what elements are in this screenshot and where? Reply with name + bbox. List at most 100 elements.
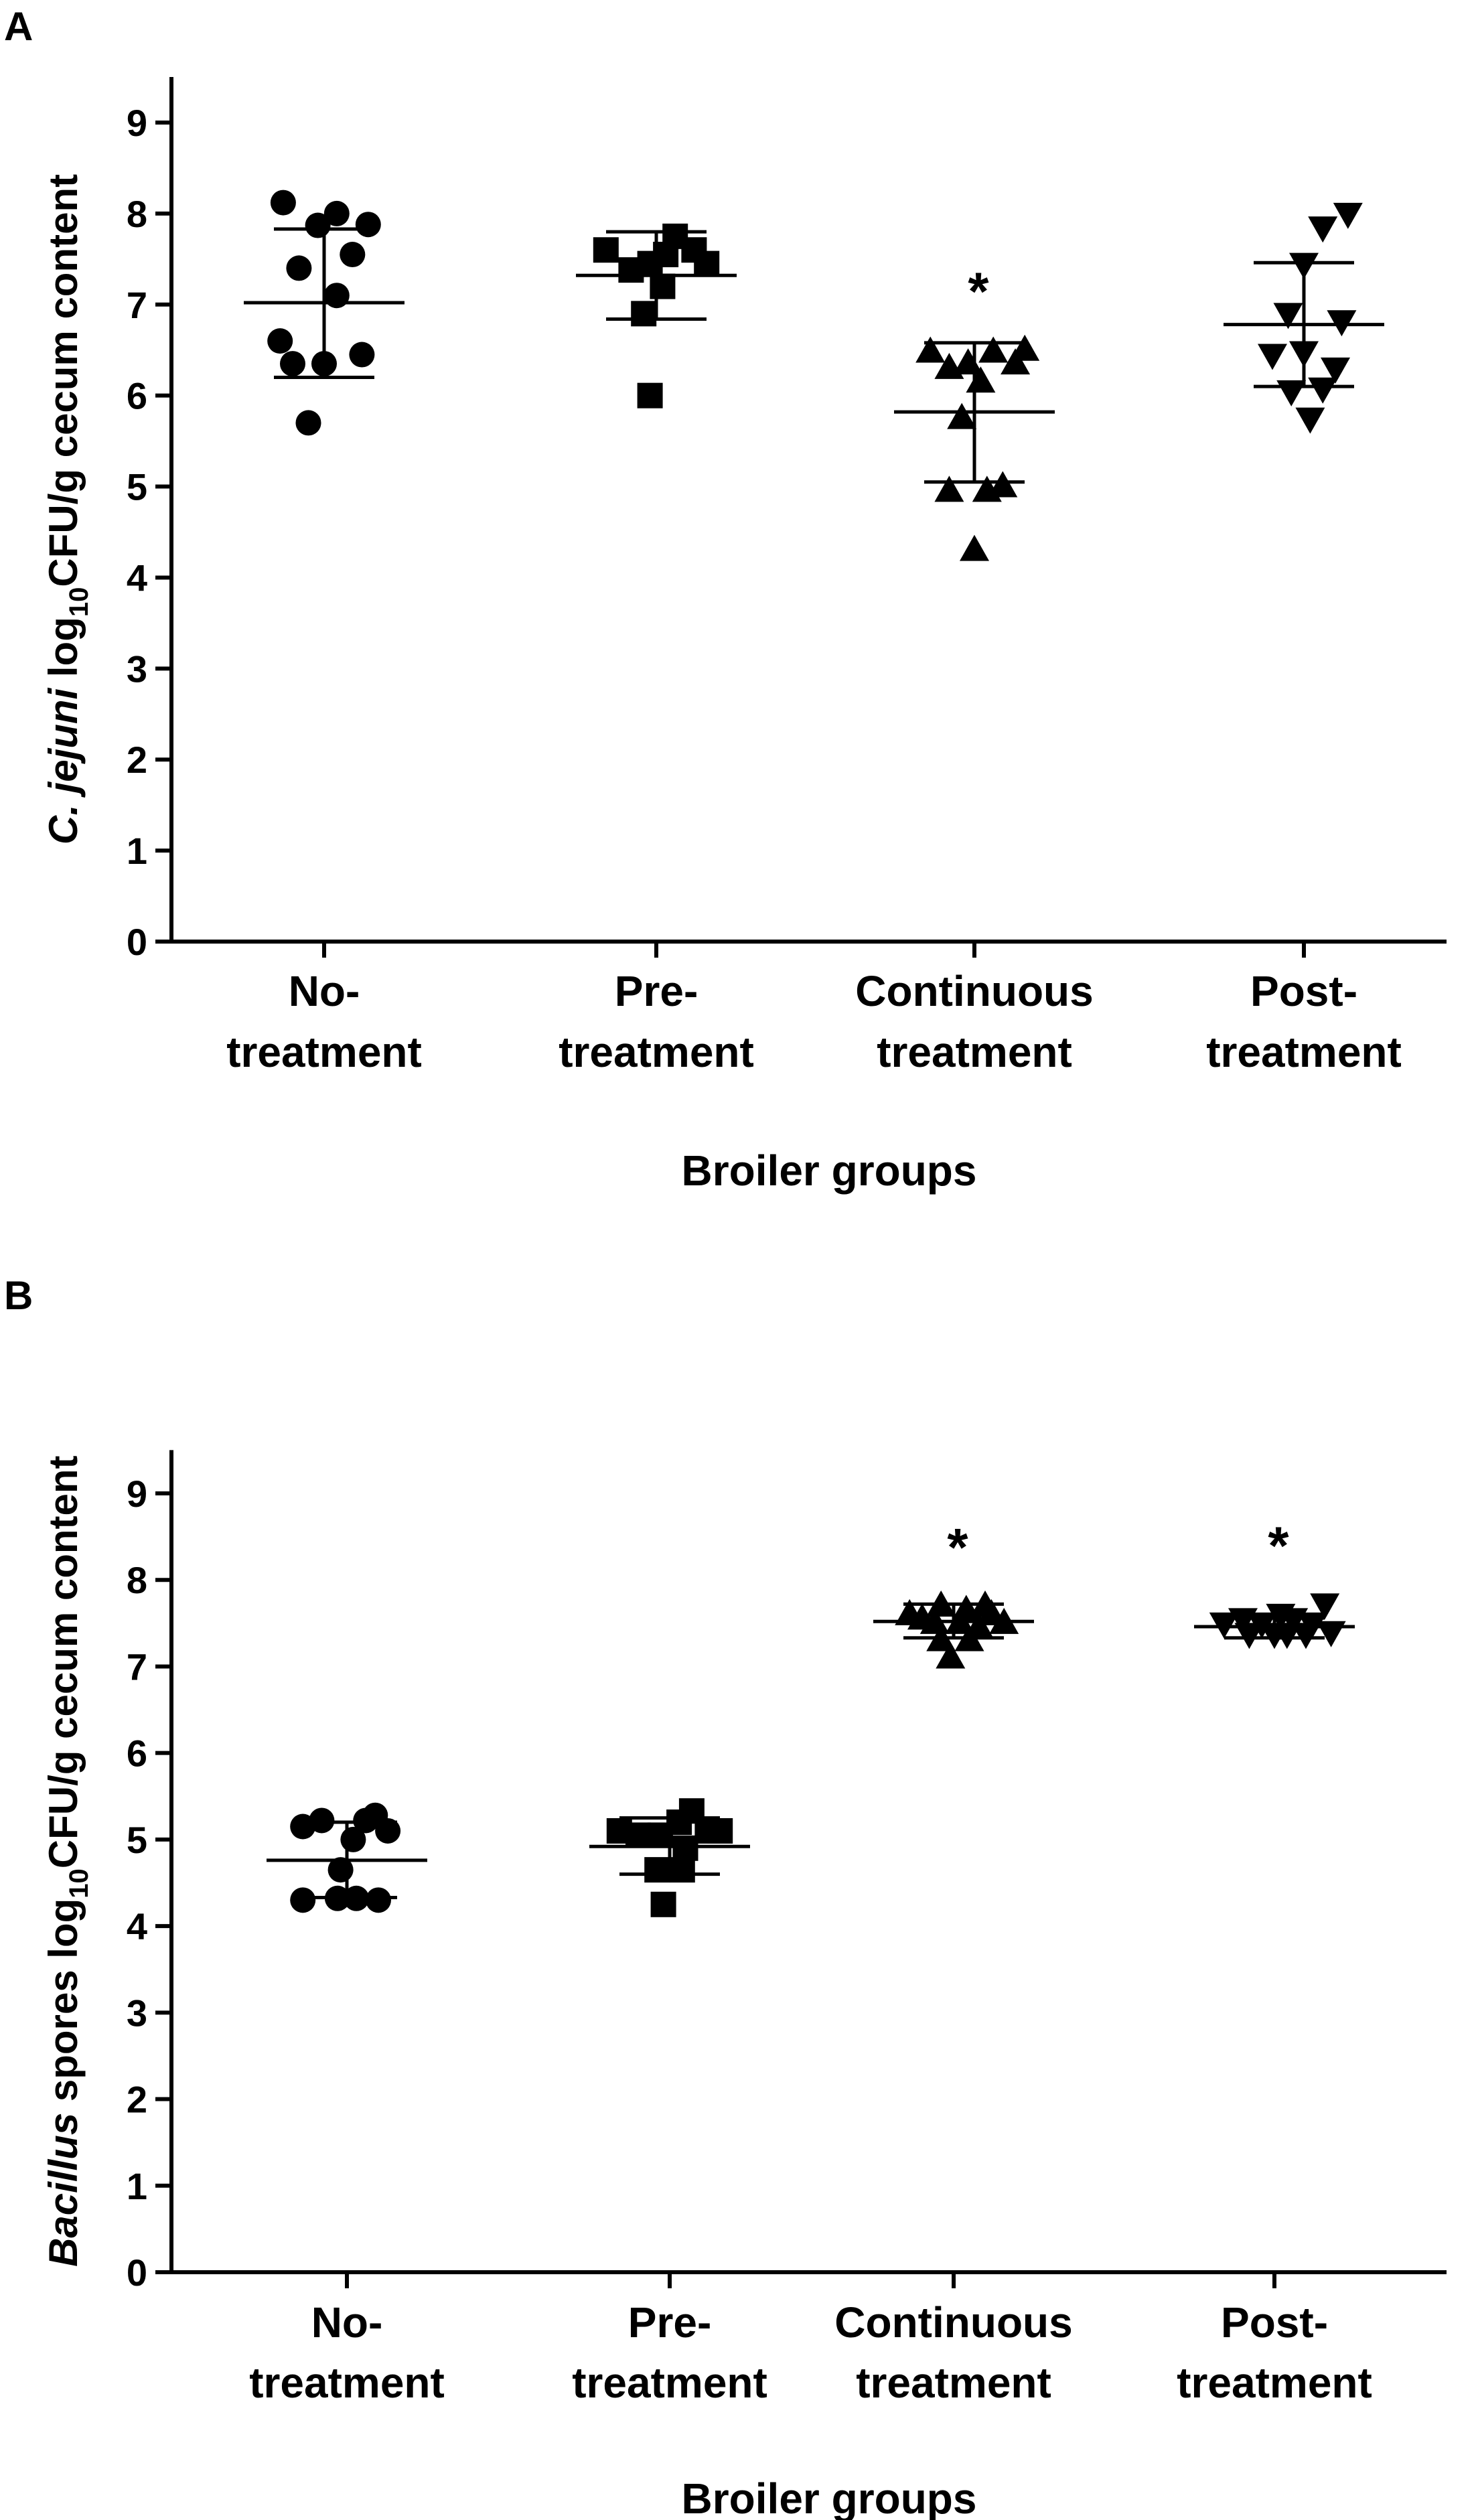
data-point <box>978 336 1009 363</box>
x-tick-label: Post- <box>1250 967 1357 1015</box>
data-point <box>707 1818 733 1844</box>
data-point <box>1001 348 1031 375</box>
data-point <box>349 342 375 368</box>
series-pre-treatment <box>589 1798 750 1917</box>
x-tick-label: No- <box>289 967 360 1015</box>
data-point <box>1291 1623 1321 1649</box>
data-point <box>286 255 312 281</box>
data-point <box>934 475 964 502</box>
y-tick-label: 5 <box>127 1819 147 1861</box>
data-point <box>340 1826 366 1852</box>
data-point <box>672 1835 698 1861</box>
x-tick-label: treatment <box>226 1028 422 1076</box>
data-point <box>631 301 657 327</box>
x-tick-label: treatment <box>249 2359 445 2407</box>
y-axis-title-subscript: 10 <box>64 587 94 617</box>
data-point <box>650 1891 676 1917</box>
data-point <box>1310 1593 1340 1620</box>
panel-b: B 0 1 2 3 4 5 6 7 8 9 No-treatment Pre-treatment Cont… <box>4 1273 1447 2520</box>
x-tick-label: treatment <box>877 1028 1072 1076</box>
significance-star: * <box>1268 1515 1289 1575</box>
y-axis-title-subscript: 10 <box>64 1868 94 1899</box>
x-axis-title: Broiler groups <box>682 2474 977 2520</box>
y-tick-label: 3 <box>127 648 147 690</box>
data-point <box>936 1642 966 1669</box>
data-point <box>593 237 619 263</box>
x-tick-label: treatment <box>572 2359 767 2407</box>
y-axis-title-italic: C. jejuni <box>41 687 86 844</box>
data-point <box>1010 334 1040 361</box>
y-axis-title-text: CFU/g cecum content <box>41 174 86 587</box>
series-continuous-treatment: * <box>894 262 1055 561</box>
data-point <box>1272 1623 1302 1649</box>
y-tick-label: 4 <box>127 557 147 599</box>
data-point <box>644 1857 670 1883</box>
y-tick-label: 1 <box>127 2165 147 2207</box>
y-tick-label: 0 <box>127 921 147 963</box>
x-tick-label: treatment <box>856 2359 1051 2407</box>
significance-star: * <box>968 262 989 321</box>
data-point <box>1258 344 1287 370</box>
data-point <box>267 328 293 354</box>
significance-star: * <box>947 1517 968 1577</box>
x-tick-label: Continuous <box>834 2298 1072 2347</box>
data-point <box>669 1857 695 1883</box>
y-tick-label: 5 <box>127 466 147 508</box>
y-tick-label: 1 <box>127 830 147 872</box>
x-tick-label: treatment <box>1177 2359 1372 2407</box>
series-post-treatment <box>1224 202 1384 434</box>
data-point <box>915 336 946 363</box>
data-point <box>1333 202 1363 229</box>
data-point <box>988 471 1018 498</box>
data-point <box>625 1822 651 1848</box>
data-point <box>1273 303 1303 329</box>
series-continuous-treatment: * <box>873 1517 1034 1669</box>
y-tick-label: 0 <box>127 2251 147 2294</box>
data-point <box>270 190 296 216</box>
series-post-treatment: * <box>1194 1515 1355 1649</box>
data-point <box>295 410 321 436</box>
data-point <box>1308 216 1338 243</box>
y-tick-label: 9 <box>127 102 147 144</box>
panel-label: B <box>4 1273 33 1318</box>
data-point <box>290 1887 316 1913</box>
panel-a: A 0 1 2 3 4 5 6 7 8 9 No-treatment Pre-treatment Cont… <box>4 4 1447 1195</box>
data-point <box>340 242 366 268</box>
data-point <box>1295 407 1325 434</box>
panel-label: A <box>4 4 33 49</box>
y-axis-title-italic: Bacillus <box>41 2113 86 2267</box>
data-point <box>694 250 720 277</box>
data-point <box>947 402 977 429</box>
x-tick-label: Post- <box>1221 2298 1328 2347</box>
data-point <box>1234 1623 1264 1649</box>
y-tick-label: 6 <box>127 375 147 417</box>
data-point <box>323 200 350 226</box>
y-tick-label: 6 <box>127 1732 147 1775</box>
data-point <box>366 1887 391 1913</box>
y-tick-label: 3 <box>127 1992 147 2034</box>
x-tick-label: Pre- <box>628 2298 712 2347</box>
y-axis-title: C. jejuni log10CFU/g cecum content <box>41 174 94 844</box>
y-tick-label: 4 <box>127 1905 147 1947</box>
data-point <box>309 1807 335 1834</box>
y-tick-label: 8 <box>127 193 147 235</box>
y-tick-label: 7 <box>127 1645 147 1688</box>
data-point <box>355 212 381 238</box>
data-point <box>637 382 663 409</box>
x-tick-label: No- <box>311 2298 383 2347</box>
data-point <box>1321 357 1350 384</box>
y-tick-label: 8 <box>127 1559 147 1601</box>
x-tick-label: treatment <box>559 1028 754 1076</box>
data-point <box>1276 380 1307 406</box>
y-tick-label: 9 <box>127 1473 147 1515</box>
series-no-treatment <box>267 1802 427 1913</box>
y-tick-label: 2 <box>127 2079 147 2121</box>
y-axis-title-text: spores log <box>41 1899 86 2113</box>
series-no-treatment <box>244 190 404 436</box>
y-axis-title-text: log <box>41 617 86 688</box>
series-pre-treatment <box>576 223 737 409</box>
x-tick-label: Pre- <box>615 967 698 1015</box>
y-axis-title: Bacillus spores log10CFU/g cecum content <box>41 1455 94 2266</box>
x-tick-label: Continuous <box>855 967 1093 1015</box>
